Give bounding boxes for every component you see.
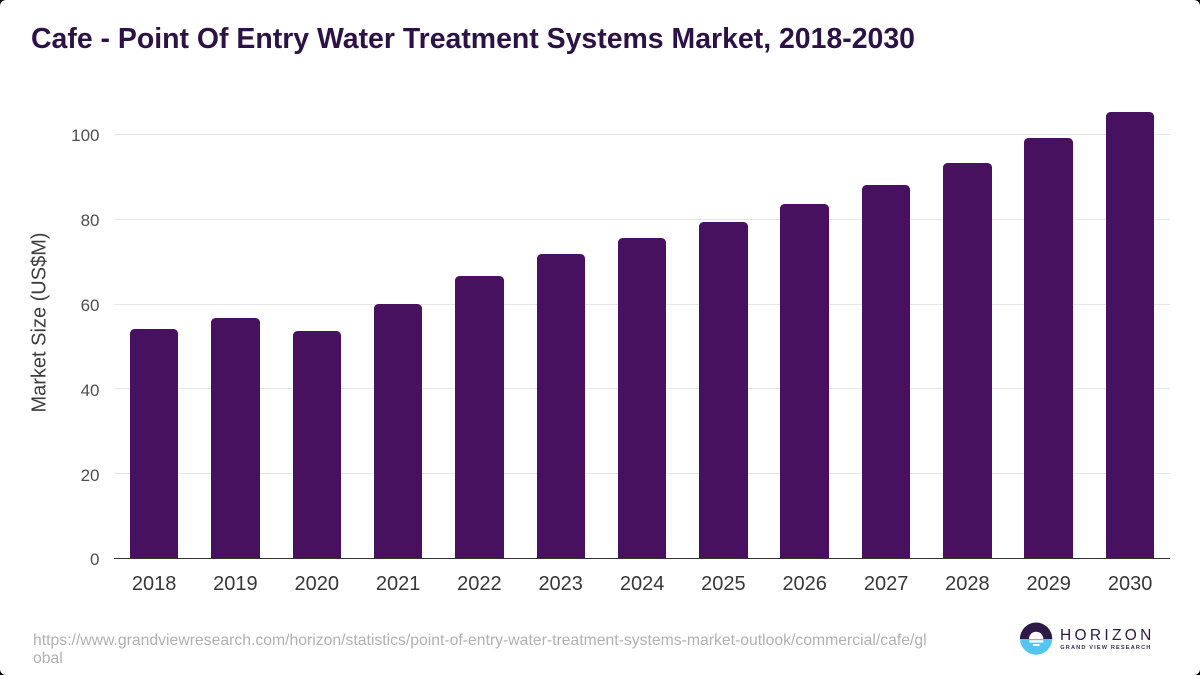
- svg-text:GRAND VIEW RESEARCH: GRAND VIEW RESEARCH: [1060, 645, 1151, 651]
- svg-text:HORIZON: HORIZON: [1060, 627, 1155, 644]
